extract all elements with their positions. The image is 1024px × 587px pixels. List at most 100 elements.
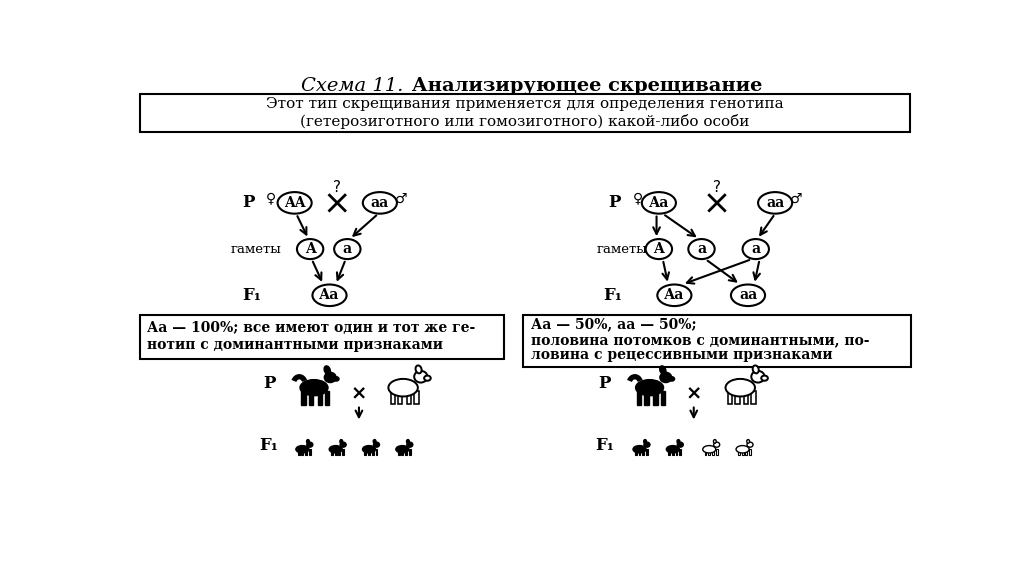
Bar bbox=[335, 449, 337, 455]
Text: ?: ? bbox=[713, 180, 721, 195]
Bar bbox=[676, 449, 678, 455]
Ellipse shape bbox=[300, 380, 328, 396]
Bar bbox=[376, 449, 378, 455]
Bar bbox=[660, 392, 665, 404]
Bar bbox=[368, 449, 370, 455]
Ellipse shape bbox=[329, 446, 342, 453]
FancyBboxPatch shape bbox=[414, 390, 419, 404]
Text: а: а bbox=[752, 242, 760, 256]
Ellipse shape bbox=[362, 446, 376, 453]
Ellipse shape bbox=[657, 285, 691, 306]
Text: Аа — 50%, аа — 50%;: Аа — 50%, аа — 50%; bbox=[531, 318, 696, 332]
Bar bbox=[301, 392, 306, 404]
Text: гаметы: гаметы bbox=[597, 242, 648, 255]
Ellipse shape bbox=[424, 376, 431, 381]
Ellipse shape bbox=[677, 442, 683, 447]
Ellipse shape bbox=[642, 192, 676, 214]
Text: AA: AA bbox=[284, 196, 305, 210]
Ellipse shape bbox=[667, 446, 679, 453]
Ellipse shape bbox=[669, 377, 675, 381]
Ellipse shape bbox=[374, 442, 380, 447]
Text: Схема 11.: Схема 11. bbox=[301, 77, 403, 95]
FancyBboxPatch shape bbox=[398, 390, 402, 404]
Ellipse shape bbox=[714, 442, 720, 447]
Bar bbox=[342, 449, 344, 455]
Text: аа: аа bbox=[766, 196, 784, 210]
Text: ловина с рецессивными признаками: ловина с рецессивными признаками bbox=[531, 348, 833, 362]
Text: P: P bbox=[598, 375, 610, 392]
FancyBboxPatch shape bbox=[523, 315, 910, 367]
Text: Этот тип скрещивания применяется для определения генотипа: Этот тип скрещивания применяется для опр… bbox=[266, 97, 783, 112]
Bar bbox=[635, 449, 637, 455]
Text: Анализирующее скрещивание: Анализирующее скрещивание bbox=[404, 77, 762, 95]
Ellipse shape bbox=[296, 446, 309, 453]
Text: гаметы: гаметы bbox=[230, 242, 282, 255]
Bar bbox=[406, 449, 407, 455]
Text: A: A bbox=[305, 242, 315, 256]
Bar bbox=[709, 449, 711, 455]
Ellipse shape bbox=[636, 380, 664, 396]
Bar bbox=[669, 449, 670, 455]
Ellipse shape bbox=[307, 442, 313, 447]
Text: a: a bbox=[343, 242, 352, 256]
Bar bbox=[639, 449, 640, 455]
Text: F₁: F₁ bbox=[603, 287, 622, 304]
Bar bbox=[365, 449, 367, 455]
Ellipse shape bbox=[742, 239, 769, 259]
Text: P: P bbox=[242, 194, 254, 211]
FancyBboxPatch shape bbox=[728, 390, 732, 404]
Ellipse shape bbox=[644, 442, 650, 447]
Ellipse shape bbox=[414, 371, 427, 383]
Ellipse shape bbox=[752, 371, 765, 383]
Text: A: A bbox=[653, 242, 665, 256]
FancyBboxPatch shape bbox=[743, 390, 749, 404]
Ellipse shape bbox=[726, 379, 755, 396]
Ellipse shape bbox=[333, 377, 339, 381]
Bar bbox=[750, 449, 751, 455]
Ellipse shape bbox=[688, 239, 715, 259]
Text: половина потомков с доминантными, по-: половина потомков с доминантными, по- bbox=[531, 333, 869, 347]
Text: ♀: ♀ bbox=[266, 191, 276, 205]
Bar bbox=[738, 449, 739, 455]
Bar bbox=[712, 449, 714, 455]
Text: ♂: ♂ bbox=[395, 192, 408, 206]
Bar bbox=[309, 449, 310, 455]
Text: Аа — 100%; все имеют один и тот же ге-: Аа — 100%; все имеют один и тот же ге- bbox=[147, 322, 475, 335]
Bar bbox=[397, 449, 399, 455]
Bar bbox=[644, 392, 649, 404]
Text: аа: аа bbox=[739, 288, 757, 302]
Ellipse shape bbox=[325, 366, 331, 375]
Bar bbox=[301, 449, 303, 455]
Text: Аа: Аа bbox=[648, 196, 669, 210]
Ellipse shape bbox=[659, 372, 672, 383]
Bar bbox=[309, 392, 313, 404]
FancyBboxPatch shape bbox=[139, 93, 910, 132]
Ellipse shape bbox=[736, 446, 750, 453]
Ellipse shape bbox=[677, 440, 680, 443]
Text: (гетерозиготного или гомозиготного) какой-либо особи: (гетерозиготного или гомозиготного) како… bbox=[300, 114, 750, 129]
Ellipse shape bbox=[644, 440, 646, 443]
Ellipse shape bbox=[340, 442, 346, 447]
Bar bbox=[642, 449, 644, 455]
Ellipse shape bbox=[633, 446, 646, 453]
Text: нотип с доминантными признаками: нотип с доминантными признаками bbox=[147, 338, 443, 352]
Ellipse shape bbox=[373, 440, 376, 443]
Ellipse shape bbox=[278, 192, 311, 214]
Ellipse shape bbox=[731, 285, 765, 306]
Bar bbox=[679, 449, 681, 455]
Ellipse shape bbox=[659, 366, 666, 375]
Bar bbox=[331, 449, 333, 455]
FancyBboxPatch shape bbox=[139, 315, 504, 359]
Bar bbox=[716, 449, 718, 455]
Ellipse shape bbox=[746, 440, 750, 443]
Text: ?: ? bbox=[333, 180, 341, 195]
Bar bbox=[646, 449, 648, 455]
Ellipse shape bbox=[325, 372, 336, 383]
Ellipse shape bbox=[334, 239, 360, 259]
Ellipse shape bbox=[407, 440, 410, 443]
Ellipse shape bbox=[758, 192, 793, 214]
Ellipse shape bbox=[407, 442, 413, 447]
Text: ×: × bbox=[685, 384, 701, 403]
Ellipse shape bbox=[306, 440, 309, 443]
Ellipse shape bbox=[746, 442, 753, 447]
